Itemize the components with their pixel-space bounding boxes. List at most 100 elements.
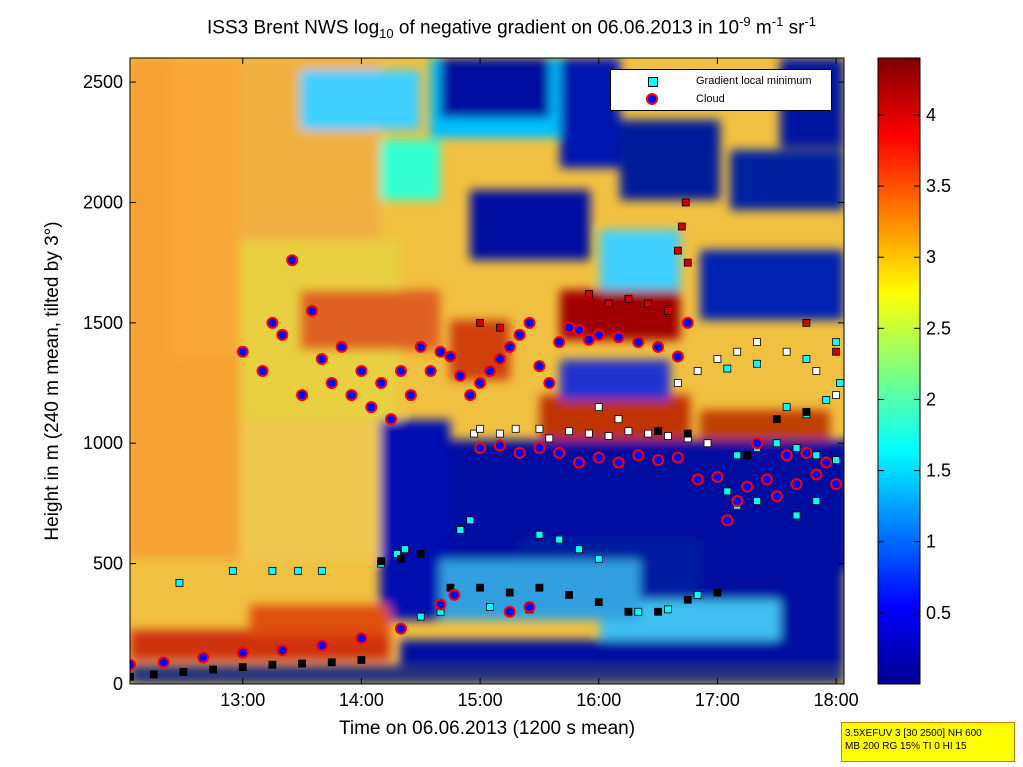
cloud-point bbox=[671, 451, 684, 464]
cloud-point bbox=[483, 365, 496, 377]
gradient-min-point bbox=[594, 403, 603, 412]
cloud-point bbox=[474, 377, 487, 390]
cloud-point bbox=[493, 352, 506, 365]
gradient-min-point bbox=[723, 487, 732, 496]
gradient-min-point bbox=[298, 659, 306, 668]
gradient-min-point bbox=[535, 583, 544, 592]
gradient-min-point bbox=[782, 347, 791, 356]
cloud-point bbox=[424, 365, 437, 377]
y-tick-label: 500 bbox=[93, 554, 123, 574]
gradient-min-point bbox=[753, 497, 761, 505]
cloud-point bbox=[464, 389, 477, 402]
gradient-min-point bbox=[644, 299, 653, 308]
gradient-min-point bbox=[327, 658, 336, 667]
gradient-min-point bbox=[753, 359, 761, 368]
colorbar-tick-label: 2.5 bbox=[926, 318, 951, 338]
cloud-point bbox=[394, 622, 407, 635]
gradient-min-point bbox=[535, 424, 544, 433]
markers-layer bbox=[130, 198, 844, 681]
cloud-point bbox=[157, 656, 170, 669]
x-tick-label: 13:00 bbox=[220, 690, 265, 710]
gradient-min-point bbox=[401, 545, 409, 554]
gradient-min-point bbox=[624, 294, 633, 303]
gradient-min-point bbox=[179, 668, 188, 676]
gradient-min-point bbox=[594, 554, 603, 563]
gradient-min-point bbox=[664, 432, 672, 440]
colorbar: 0.5 1 1.5 2 2.5 3 3.5 4 bbox=[877, 57, 951, 685]
gradient-min-point bbox=[357, 656, 366, 664]
cloud-point bbox=[503, 340, 516, 353]
gradient-min-point bbox=[673, 379, 682, 387]
gradient-min-point bbox=[466, 516, 475, 525]
cloud-point bbox=[800, 446, 813, 459]
cloud-point bbox=[474, 442, 487, 455]
gradient-min-point bbox=[495, 429, 504, 438]
gradient-min-point bbox=[149, 670, 158, 679]
gradient-min-point bbox=[832, 391, 840, 399]
gradient-min-point bbox=[476, 583, 484, 592]
gradient-min-point bbox=[393, 550, 401, 558]
gradient-min-point bbox=[802, 408, 811, 416]
cloud-point bbox=[130, 658, 136, 671]
gradient-min-point bbox=[673, 246, 682, 255]
y-tick-label: 2500 bbox=[83, 72, 123, 92]
colorbar-tick-label: 0.5 bbox=[926, 603, 951, 623]
gradient-min-point bbox=[175, 578, 184, 587]
gradient-min-point bbox=[594, 598, 603, 607]
x-tick-label: 16:00 bbox=[576, 690, 621, 710]
legend-entry-gradient-min: Gradient local minimum bbox=[611, 73, 831, 91]
gradient-min-point bbox=[604, 432, 613, 440]
y-axis: 0 500 1000 1500 2000 2500 bbox=[83, 72, 844, 694]
cloud-point bbox=[355, 632, 368, 645]
gradient-min-point bbox=[614, 415, 623, 424]
cloud-point bbox=[652, 454, 665, 467]
cloud-point bbox=[553, 336, 566, 349]
gradient-min-point bbox=[624, 607, 633, 616]
cloud-point bbox=[523, 600, 536, 613]
y-tick-label: 2000 bbox=[83, 192, 123, 212]
cloud-point bbox=[592, 451, 605, 464]
gradient-min-point bbox=[495, 323, 504, 332]
cloud-point bbox=[750, 437, 763, 450]
cloud-point bbox=[385, 413, 398, 426]
gradient-min-point bbox=[703, 439, 712, 448]
gradient-min-point bbox=[505, 588, 514, 597]
gradient-min-point bbox=[772, 415, 781, 424]
legend-label: Gradient local minimum bbox=[696, 75, 812, 87]
gradient-min-point bbox=[832, 456, 840, 464]
gradient-min-point bbox=[664, 306, 672, 315]
cloud-point bbox=[582, 333, 595, 346]
cloud-point bbox=[543, 377, 556, 390]
colorbar-tick-label: 1 bbox=[926, 532, 936, 552]
cloud-point bbox=[414, 340, 427, 353]
gradient-min-point bbox=[511, 424, 520, 433]
cloud-point bbox=[830, 478, 843, 491]
cloud-point bbox=[533, 442, 546, 455]
x-tick-label: 14:00 bbox=[339, 690, 384, 710]
gradient-min-point bbox=[782, 403, 791, 412]
gradient-min-point bbox=[416, 550, 425, 558]
colorbar-tick-label: 3 bbox=[926, 247, 936, 267]
x-tick-label: 18:00 bbox=[814, 690, 859, 710]
gradient-min-point bbox=[681, 198, 690, 207]
cloud-point bbox=[810, 468, 823, 481]
cloud-point bbox=[375, 377, 388, 390]
chart-title: ISS3 Brent NWS log10 of negative gradien… bbox=[207, 14, 816, 42]
x-tick-label: 15:00 bbox=[458, 690, 503, 710]
gradient-min-point bbox=[555, 535, 564, 544]
gradient-min-point bbox=[317, 566, 326, 575]
cloud-point bbox=[315, 639, 328, 652]
circle-marker-icon bbox=[646, 93, 658, 105]
cloud-point bbox=[394, 365, 407, 377]
cloud-point bbox=[612, 456, 625, 469]
cloud-point bbox=[286, 254, 299, 267]
cloud-point bbox=[513, 446, 526, 459]
gradient-min-point bbox=[238, 663, 247, 672]
cloud-point bbox=[434, 598, 447, 611]
cloud-point bbox=[404, 389, 417, 402]
cloud-point bbox=[345, 389, 358, 402]
cloud-point bbox=[721, 514, 734, 527]
gradient-min-point bbox=[693, 367, 702, 375]
gradient-min-point bbox=[654, 427, 662, 436]
cloud-point bbox=[820, 456, 833, 469]
